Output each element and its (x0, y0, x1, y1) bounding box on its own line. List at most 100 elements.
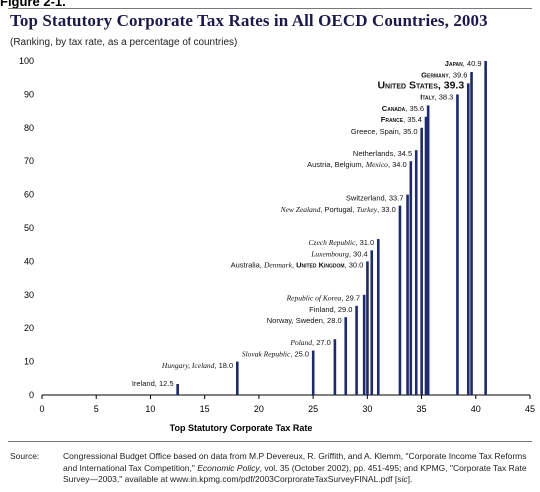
annotation-part: Switzerland, 33.7 (346, 194, 404, 203)
annotation-part: , 38.3 (435, 93, 454, 102)
x-tick-label: 35 (417, 404, 427, 414)
y-tick-label: 100 (19, 56, 34, 66)
source-text-2: , vol. 35 (October 2002), pp. 451-495; a… (63, 462, 527, 485)
bar-annotation: Austria, Belgium, Mexico, 34.0 (307, 160, 407, 169)
bar-annotation: Poland, 27.0 (289, 338, 330, 347)
bar-annotation: Ireland, 12.5 (132, 379, 174, 388)
annotation-part: United Kingdom (296, 261, 344, 270)
annotation-part: Canada (382, 104, 406, 113)
y-tick-label: 0 (29, 390, 34, 400)
x-axis-title: Top Statutory Corporate Tax Rate (170, 423, 313, 433)
x-tick-label: 45 (525, 404, 535, 414)
y-tick-label: 40 (24, 256, 34, 266)
y-tick-label: 30 (24, 290, 34, 300)
bar (424, 116, 428, 395)
annotation-part: United States (377, 80, 438, 92)
bar-annotation: Hungary, Iceland, 18.0 (161, 361, 233, 370)
bar-annotation: New Zealand, Portugal, Turkey, 33.0 (280, 205, 396, 214)
x-tick-label: 5 (94, 404, 99, 414)
y-tick-label: 70 (24, 156, 34, 166)
x-tick-label: 20 (254, 404, 264, 414)
bar (484, 61, 487, 395)
annotation-part: , 33.0 (377, 205, 396, 214)
x-tick-label: 40 (471, 404, 481, 414)
annotation-part: , 35.6 (405, 104, 424, 113)
annotation-part: , 18.0 (214, 361, 233, 370)
annotation-part: Norway, Sweden, 28.0 (267, 316, 342, 325)
source-label: Source: (10, 451, 40, 461)
annotation-part: , 39.6 (449, 70, 468, 79)
annotation-part: Mexico (365, 160, 388, 169)
annotation-part: Finland, 29.0 (309, 305, 352, 314)
bar-annotation: United States, 39.3 (377, 80, 464, 92)
bar (236, 361, 239, 395)
bar-annotation: France, 35.4 (381, 115, 422, 124)
top-rule (8, 8, 532, 9)
source-note: Congressional Budget Office based on dat… (63, 451, 535, 486)
x-tick-label: 0 (39, 404, 44, 414)
x-tick-label: 10 (145, 404, 155, 414)
bar (370, 250, 374, 395)
bar (366, 261, 369, 395)
x-tick-label: 15 (200, 404, 210, 414)
bar-annotation: Australia, Denmark, United Kingdom, 30.0 (231, 261, 364, 270)
bar-annotation: Netherlands, 34.5 (353, 149, 412, 158)
annotation-part: Hungary, Iceland (161, 361, 215, 370)
bar-annotation: Greece, Spain, 35.0 (351, 127, 418, 136)
bar (420, 127, 423, 396)
y-tick-label: 50 (24, 223, 34, 233)
bar-annotation: Norway, Sweden, 28.0 (267, 316, 342, 325)
bar-annotation: Czech Republic, 31.0 (309, 238, 375, 247)
y-tick-label: 80 (24, 123, 34, 133)
annotation-part: , 30.0 (345, 261, 364, 270)
annotation-part: , 34.0 (388, 160, 407, 169)
annotation-part: New Zealand (280, 205, 321, 214)
bar (456, 94, 459, 396)
annotation-part: , 31.0 (355, 238, 374, 247)
bar (376, 239, 380, 395)
bar (333, 339, 337, 395)
bar (406, 194, 409, 395)
annotation-part: Ireland, 12.5 (132, 379, 174, 388)
tax-rate-chart: 0 5 10 15 20 25 30 35 40 45 Top Statutory Corporat… (19, 56, 535, 433)
annotation-part: Turkey (357, 205, 378, 214)
annotation-part: , 40.9 (463, 59, 482, 68)
annotation-part: France (381, 115, 404, 124)
x-tick-label: 25 (308, 404, 318, 414)
annotation-part: Republic of Korea (286, 293, 342, 302)
bar (414, 150, 418, 395)
bar-annotation: Switzerland, 33.7 (346, 194, 404, 203)
y-tick-label: 60 (24, 190, 34, 200)
x-tick-label: 30 (362, 404, 372, 414)
annotation-part: Poland (289, 338, 312, 347)
figure-label: Figure 2-1. (0, 0, 66, 9)
annotation-part: , (292, 261, 296, 270)
bottom-rule (8, 441, 532, 442)
source-journal: Economic Policy (197, 462, 260, 473)
bar (466, 83, 470, 396)
source-text-1: Congressional Budget Office based on dat… (63, 451, 527, 473)
bar (470, 72, 473, 395)
annotation-part: , 27.0 (312, 338, 331, 347)
annotation-part: , Portugal, (320, 205, 356, 214)
y-tick-label: 90 (24, 89, 34, 99)
bar-annotation: Finland, 29.0 (309, 305, 352, 314)
bar (426, 105, 430, 395)
annotation-part: Greece, Spain, 35.0 (351, 127, 418, 136)
annotation-part: Denmark (263, 261, 293, 270)
source-sic: sic (397, 474, 408, 484)
annotation-part: Australia, (231, 261, 264, 270)
annotation-part: Japan (445, 59, 463, 68)
bar-annotation: Italy, 38.3 (420, 93, 453, 102)
annotation-part: , 29.7 (341, 293, 360, 302)
chart-subtitle: (Ranking, by tax rate, as a percentage o… (10, 37, 238, 48)
bar-annotation: Slovak Republic, 25.0 (242, 349, 309, 358)
annotation-part: , 30.4 (349, 249, 368, 258)
annotation-part: Austria, Belgium, (307, 160, 366, 169)
source-text-3: ]. (407, 474, 413, 484)
annotation-part: Luxembourg (310, 249, 349, 258)
chart-title: Top Statutory Corporate Tax Rates in All… (10, 11, 488, 30)
bar (362, 294, 366, 395)
bar (355, 305, 358, 395)
annotation-part: Netherlands, 34.5 (353, 149, 412, 158)
